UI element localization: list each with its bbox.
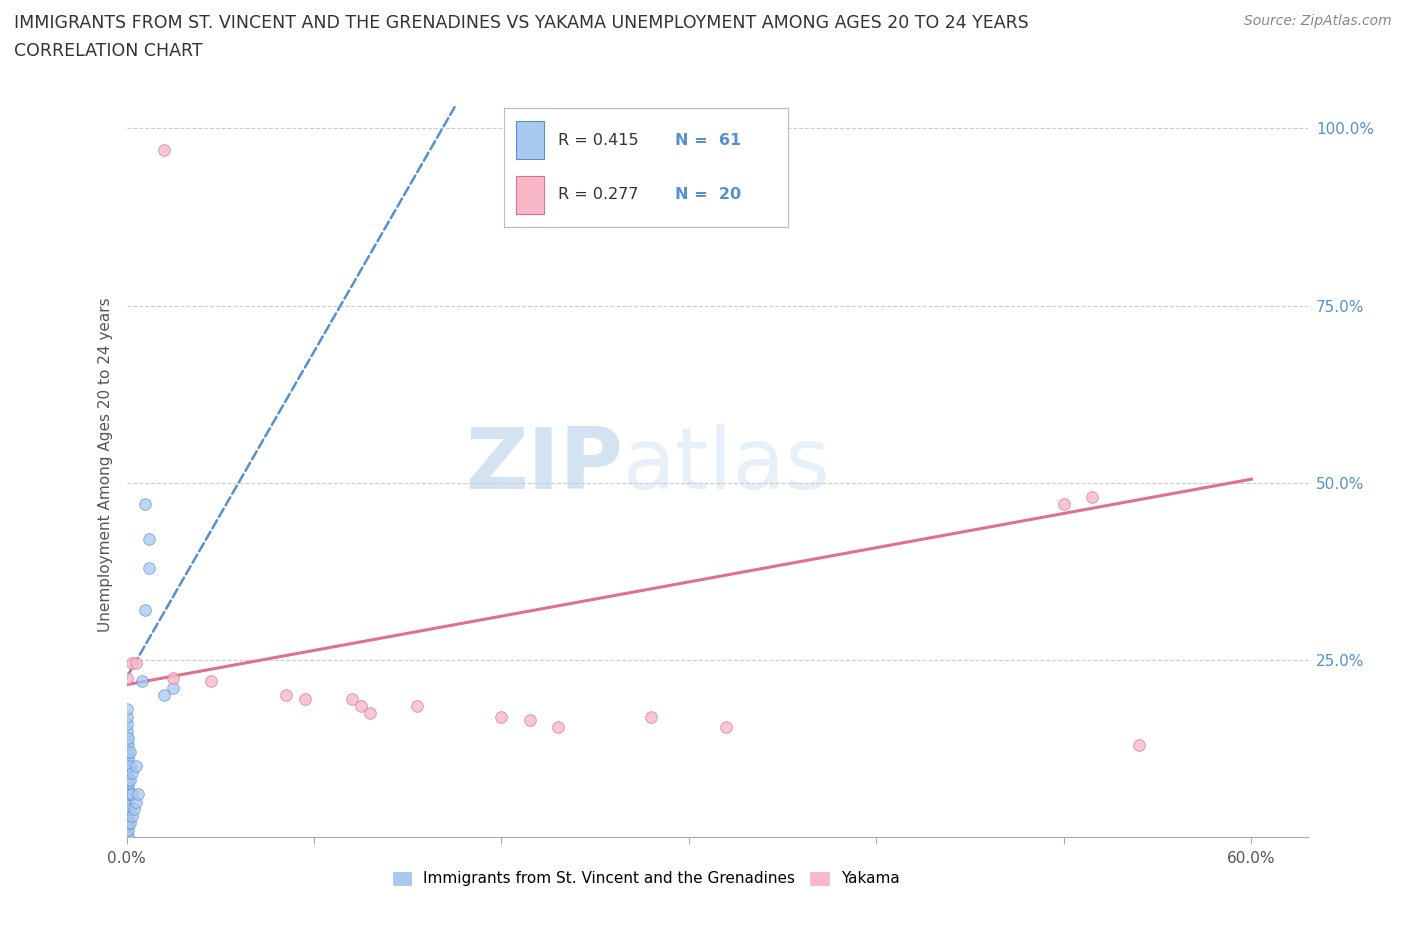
Point (117, 794, 139, 809)
Point (115, 765, 138, 780)
Point (120, 787, 142, 802)
Point (115, 780, 138, 795)
Point (117, 773, 139, 788)
Point (716, 720, 738, 735)
Point (153, 142, 176, 157)
Text: IMMIGRANTS FROM ST. VINCENT AND THE GRENADINES VS YAKAMA UNEMPLOYMENT AMONG AGES: IMMIGRANTS FROM ST. VINCENT AND THE GREN… (14, 14, 1029, 32)
Point (115, 724, 138, 738)
Point (547, 720, 569, 735)
Point (115, 808, 138, 823)
Point (115, 830, 138, 844)
Point (200, 673, 222, 688)
Legend: Immigrants from St. Vincent and the Grenadines, Yakama: Immigrants from St. Vincent and the Gren… (387, 866, 905, 893)
Point (117, 816, 139, 830)
Point (120, 745, 142, 760)
Point (117, 765, 139, 780)
Point (115, 737, 138, 752)
Point (115, 730, 138, 745)
Point (115, 716, 138, 731)
Point (115, 822, 138, 837)
Point (117, 759, 139, 774)
Point (117, 808, 139, 823)
Point (117, 745, 139, 760)
Point (491, 709, 513, 724)
Point (117, 730, 139, 745)
Point (117, 787, 139, 802)
Point (120, 802, 142, 817)
Y-axis label: Unemployment Among Ages 20 to 24 years: Unemployment Among Ages 20 to 24 years (97, 298, 112, 632)
Point (125, 656, 148, 671)
Point (350, 698, 373, 713)
Point (115, 759, 138, 774)
Point (640, 709, 662, 724)
Point (115, 709, 138, 724)
Point (117, 737, 139, 752)
Point (162, 671, 184, 685)
Point (115, 819, 138, 834)
Point (153, 688, 176, 703)
Point (115, 787, 138, 802)
Point (115, 804, 138, 819)
Point (121, 656, 143, 671)
Point (120, 773, 142, 788)
Point (115, 745, 138, 760)
Point (117, 780, 139, 795)
Point (294, 691, 316, 706)
Point (519, 712, 541, 727)
Point (274, 688, 297, 703)
Point (115, 777, 138, 791)
Point (115, 783, 138, 798)
Point (122, 802, 145, 817)
Point (120, 816, 142, 830)
Point (117, 802, 139, 817)
Point (1128, 737, 1150, 752)
Point (115, 790, 138, 805)
Text: ZIP: ZIP (465, 423, 623, 507)
Point (121, 765, 143, 780)
Point (120, 759, 142, 774)
Point (115, 751, 138, 766)
Point (127, 787, 149, 802)
Point (117, 822, 139, 837)
Point (138, 532, 160, 547)
Point (121, 787, 143, 802)
Text: atlas: atlas (623, 423, 831, 507)
Point (406, 698, 429, 713)
Point (134, 603, 156, 618)
Point (121, 808, 143, 823)
Point (115, 671, 138, 685)
Point (115, 794, 138, 809)
Point (115, 816, 138, 830)
Point (1081, 489, 1104, 504)
Point (162, 681, 184, 696)
Point (117, 751, 139, 766)
Point (125, 794, 148, 809)
Point (359, 706, 381, 721)
Point (125, 759, 148, 774)
Point (115, 802, 138, 817)
Point (115, 702, 138, 717)
Point (138, 560, 160, 575)
Point (115, 812, 138, 827)
Point (1053, 497, 1076, 512)
Point (134, 497, 156, 512)
Point (131, 673, 153, 688)
Text: Source: ZipAtlas.com: Source: ZipAtlas.com (1244, 14, 1392, 28)
Text: CORRELATION CHART: CORRELATION CHART (14, 42, 202, 60)
Point (115, 773, 138, 788)
Point (117, 830, 139, 844)
Point (340, 691, 363, 706)
